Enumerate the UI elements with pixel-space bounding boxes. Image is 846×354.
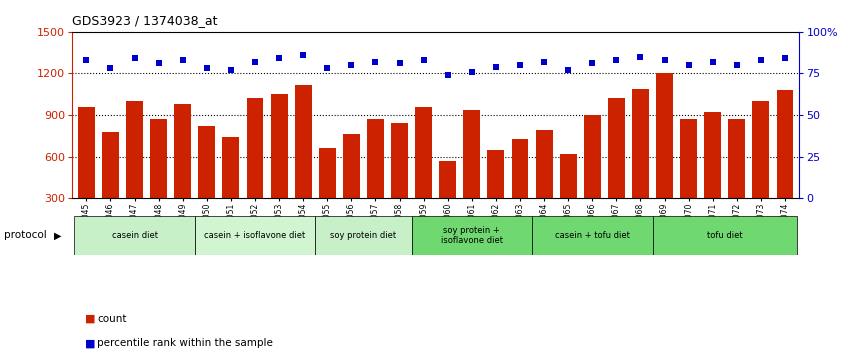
Point [465,69,479,75]
Bar [464,109,481,198]
Bar [294,85,311,198]
Point [610,57,624,63]
Point [634,54,647,59]
Text: count: count [97,314,127,324]
Point [272,56,286,61]
Bar [126,101,143,198]
Point [344,62,358,68]
Bar [74,216,195,255]
Bar [367,119,384,198]
Point [224,67,238,73]
Point [537,59,551,65]
Text: ■: ■ [85,314,95,324]
Bar [536,130,552,198]
Point [585,61,599,66]
Bar [560,154,577,198]
Point [682,62,695,68]
Bar [316,216,412,255]
Bar [319,148,336,198]
Bar [652,216,797,255]
Point [489,64,503,70]
Point [778,56,792,61]
Text: ▶: ▶ [54,230,61,240]
Bar [174,104,191,198]
Point [296,52,310,58]
Point [369,59,382,65]
Bar [728,119,745,198]
Bar [705,112,721,198]
Point [152,61,166,66]
Bar [199,126,215,198]
Point [248,59,261,65]
Bar [532,216,652,255]
Text: casein diet: casein diet [112,231,157,240]
Bar [439,161,456,198]
Text: percentile rank within the sample: percentile rank within the sample [97,338,273,348]
Point [80,57,93,63]
Point [176,57,190,63]
Point [128,56,141,61]
Point [393,61,406,66]
Point [321,65,334,71]
Bar [391,124,408,198]
Text: soy protein diet: soy protein diet [330,231,397,240]
Bar [487,150,504,198]
Text: casein + tofu diet: casein + tofu diet [555,231,629,240]
Text: soy protein +
isoflavone diet: soy protein + isoflavone diet [441,226,503,245]
Bar [752,101,769,198]
Text: casein + isoflavone diet: casein + isoflavone diet [205,231,305,240]
Bar [608,98,625,198]
Bar [777,90,794,198]
Point [706,59,719,65]
Bar [195,216,316,255]
Point [562,67,575,73]
Bar [78,107,95,198]
Bar [412,216,532,255]
Point [441,72,454,78]
Bar [512,139,529,198]
Text: ■: ■ [85,338,95,348]
Bar [415,107,432,198]
Point [514,62,527,68]
Bar [584,115,601,198]
Text: GDS3923 / 1374038_at: GDS3923 / 1374038_at [72,14,217,27]
Text: protocol: protocol [4,230,47,240]
Bar [151,119,167,198]
Text: tofu diet: tofu diet [707,231,743,240]
Point [200,65,213,71]
Bar [343,135,360,198]
Bar [102,132,119,198]
Point [730,62,744,68]
Bar [246,98,263,198]
Point [417,57,431,63]
Bar [271,94,288,198]
Point [658,57,672,63]
Bar [656,74,673,198]
Bar [632,89,649,198]
Point [754,57,767,63]
Bar [222,137,239,198]
Bar [680,119,697,198]
Point [104,65,118,71]
